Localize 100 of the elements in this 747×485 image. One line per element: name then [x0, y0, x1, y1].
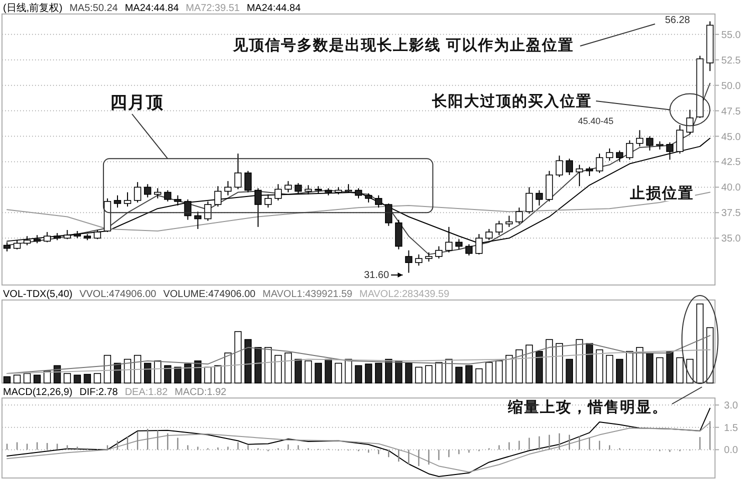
bar — [94, 373, 102, 384]
bar — [144, 362, 152, 384]
y-tick-label: 55.0 — [721, 30, 742, 41]
bar — [425, 365, 432, 384]
bar — [586, 343, 594, 384]
bar — [104, 354, 112, 384]
bar — [556, 343, 563, 384]
annotation: 止损位置 — [629, 185, 694, 202]
text: MA24:44.84 — [124, 3, 180, 14]
bar — [304, 360, 312, 384]
bar — [516, 349, 523, 384]
bar — [84, 374, 91, 384]
y-tick-label: 45.0 — [721, 132, 742, 143]
bar — [646, 352, 654, 384]
bar — [13, 374, 21, 384]
bar — [415, 366, 422, 384]
annotation: 45.40-45 — [578, 116, 614, 126]
text: DEA:1.82 — [124, 387, 168, 398]
y-tick-label: 40.0 — [721, 182, 742, 194]
bar — [536, 350, 543, 384]
bar — [596, 349, 604, 384]
bar — [364, 364, 372, 384]
bar — [485, 362, 493, 384]
bar — [23, 373, 31, 384]
bar — [455, 366, 463, 384]
bar — [656, 357, 664, 384]
bar — [224, 352, 232, 384]
y-tick-label: 37.5 — [721, 208, 742, 220]
text: MAVOL1:439921.59 — [262, 289, 353, 300]
bar — [495, 360, 503, 384]
text: VVOL:474906.00 — [79, 289, 157, 300]
bar — [44, 370, 51, 384]
bar — [284, 352, 292, 384]
annotation: 四月顶 — [110, 93, 164, 112]
y-tick-label: 50.0 — [721, 80, 742, 92]
bar — [626, 350, 634, 384]
bar — [3, 376, 11, 384]
y-tick-label: 1.5 — [724, 422, 738, 434]
bar — [374, 362, 382, 384]
bar — [214, 365, 222, 384]
annotation: 见顶信号多数是出现长上影线 可以作为止盈位置 — [232, 37, 574, 54]
bar — [164, 365, 172, 384]
text: MACD:1.92 — [174, 387, 227, 398]
annotation: 长阳大过顶的买入位置 — [431, 93, 592, 110]
bar — [194, 360, 202, 384]
bar — [405, 362, 412, 384]
text: MAVOL2:283439.59 — [359, 289, 450, 300]
bar — [666, 350, 674, 384]
annotation: MA24:44.84 — [246, 3, 302, 14]
bar — [134, 354, 142, 384]
text: MA72:39.51 — [186, 3, 240, 14]
bar — [706, 327, 714, 384]
bar — [616, 358, 624, 384]
y-tick-label: 3.0 — [724, 400, 738, 412]
chart-title: VOL-TDX(5,40) — [3, 289, 72, 300]
bar — [506, 354, 513, 384]
annotation: 缩量上攻，惜售明显。 — [507, 399, 668, 416]
bar — [435, 362, 442, 384]
bar — [184, 364, 192, 384]
bar — [334, 362, 342, 384]
y-tick-label: 42.5 — [721, 157, 742, 168]
bar — [576, 339, 584, 384]
bar — [344, 358, 352, 384]
bar — [314, 362, 322, 384]
bar — [244, 339, 252, 384]
y-tick-label: 47.5 — [721, 106, 742, 118]
bar — [154, 360, 162, 384]
bar — [274, 354, 282, 384]
bar — [34, 374, 41, 384]
y-tick-label: 35.0 — [721, 234, 742, 245]
bar — [294, 358, 302, 384]
annotation: 56.28 — [664, 15, 690, 26]
bar — [676, 357, 684, 384]
bar — [395, 360, 402, 384]
annotation: 31.60 — [364, 270, 390, 281]
bar — [254, 347, 262, 384]
bar — [526, 344, 533, 384]
bar — [465, 365, 473, 384]
bar — [204, 366, 212, 384]
bar — [64, 373, 71, 384]
y-tick-label: 0.0 — [724, 445, 738, 456]
bar — [324, 358, 332, 384]
text: MA5:50.24 — [69, 3, 118, 14]
bar — [234, 331, 242, 384]
bar — [354, 365, 362, 384]
bar — [475, 368, 483, 384]
bar — [74, 374, 81, 384]
chart-title: (日线,前复权) — [3, 2, 62, 14]
bar — [606, 354, 614, 384]
bar — [696, 304, 704, 384]
bar — [566, 358, 573, 384]
bar — [546, 339, 553, 384]
chart-title: MACD(12,26,9) — [3, 387, 72, 398]
text: VOLUME:474906.00 — [163, 289, 256, 300]
text: DIF:2.78 — [79, 387, 118, 398]
line-series — [6, 422, 710, 473]
bar — [264, 347, 272, 384]
y-tick-label: 52.5 — [721, 55, 742, 66]
bar — [174, 366, 182, 384]
bar — [636, 347, 644, 384]
